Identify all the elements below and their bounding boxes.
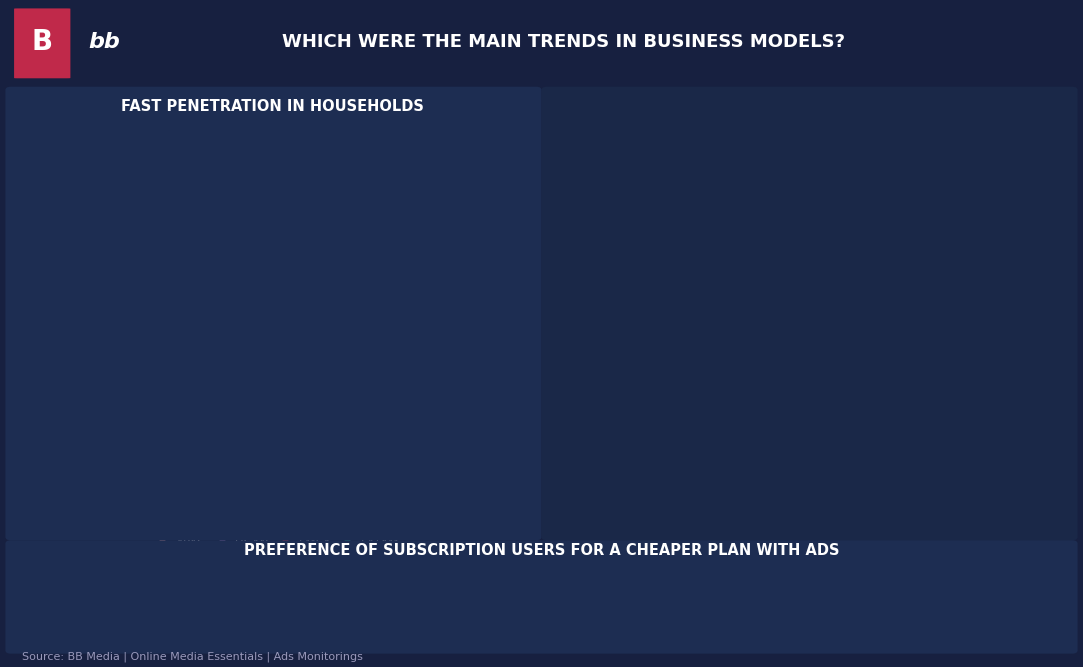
Text: 21%: 21%	[284, 386, 315, 400]
Text: 🇺🇸: 🇺🇸	[872, 263, 899, 283]
Circle shape	[585, 241, 661, 305]
FancyBboxPatch shape	[812, 227, 1067, 319]
Text: FAST PENETRATION IN HOUSEHOLDS: FAST PENETRATION IN HOUSEHOLDS	[121, 99, 425, 114]
Wedge shape	[934, 577, 981, 644]
Wedge shape	[391, 577, 451, 644]
Text: B: B	[31, 27, 53, 55]
Legend: APAC, UCAN, EMEA, LATAM: APAC, UCAN, EMEA, LATAM	[148, 532, 404, 554]
Text: 22%: 22%	[44, 378, 76, 392]
Text: 83%: 83%	[701, 355, 751, 375]
Wedge shape	[383, 577, 451, 644]
Text: WHICH WERE THE MAIN TRENDS IN BUSINESS MODELS?: WHICH WERE THE MAIN TRENDS IN BUSINESS M…	[282, 33, 845, 51]
Text: bb: bb	[89, 31, 120, 51]
Text: Source: BB Media | Online Media Essentials | Ads Monitorings: Source: BB Media | Online Media Essentia…	[22, 651, 363, 662]
Text: UCAN: UCAN	[466, 604, 510, 617]
FancyBboxPatch shape	[549, 227, 805, 319]
FancyBboxPatch shape	[14, 9, 70, 78]
Text: PREFERENCE OF SUBSCRIPTION USERS FOR A CHEAPER PLAN WITH ADS: PREFERENCE OF SUBSCRIPTION USERS FOR A C…	[244, 543, 839, 558]
Text: 79%: 79%	[963, 355, 1013, 375]
Text: 33%: 33%	[465, 327, 496, 340]
Text: 🇸🇪: 🇸🇪	[872, 449, 899, 469]
Text: 66%: 66%	[127, 602, 166, 619]
Wedge shape	[383, 577, 451, 644]
Text: 60%: 60%	[668, 602, 707, 619]
Text: 57%: 57%	[928, 602, 967, 619]
Text: 49%: 49%	[465, 155, 496, 169]
Text: FOR ON DEMAND SERVICES: FOR ON DEMAND SERVICES	[729, 155, 890, 168]
Wedge shape	[113, 577, 180, 644]
Text: 23%: 23%	[465, 370, 496, 384]
Text: 83%: 83%	[701, 263, 751, 283]
Circle shape	[585, 333, 661, 397]
Text: 77%: 77%	[701, 449, 751, 469]
Circle shape	[925, 588, 970, 632]
Text: Subscription: Subscription	[648, 191, 730, 203]
Text: 🇨🇦: 🇨🇦	[610, 355, 637, 375]
Circle shape	[665, 588, 710, 632]
Text: 31%: 31%	[44, 344, 76, 357]
Circle shape	[848, 427, 924, 491]
Text: LATAM: LATAM	[996, 604, 1048, 617]
Text: 79%: 79%	[963, 263, 1013, 283]
FancyBboxPatch shape	[549, 319, 805, 411]
Wedge shape	[914, 577, 981, 644]
Text: 🇫🇮: 🇫🇮	[872, 355, 899, 375]
Circle shape	[848, 333, 924, 397]
Text: Free with Ads: Free with Ads	[906, 191, 996, 203]
Text: 37%: 37%	[44, 255, 76, 268]
Circle shape	[585, 427, 661, 491]
Wedge shape	[668, 577, 721, 644]
Text: 44%: 44%	[44, 196, 76, 209]
Text: 47%: 47%	[284, 172, 316, 185]
Text: 30%: 30%	[284, 352, 316, 365]
Text: 🇺🇸: 🇺🇸	[610, 263, 637, 283]
Wedge shape	[914, 577, 981, 644]
FancyBboxPatch shape	[549, 413, 805, 504]
Text: COUNTRIES WITH THE HIGHEST PENETRATION: COUNTRIES WITH THE HIGHEST PENETRATION	[619, 119, 1000, 134]
Text: 33%: 33%	[284, 287, 316, 300]
Text: 34%: 34%	[465, 279, 496, 292]
Wedge shape	[654, 577, 721, 644]
Wedge shape	[118, 577, 180, 644]
Text: 🇦🇺: 🇦🇺	[610, 449, 637, 469]
Text: APAC: APAC	[736, 604, 778, 617]
Wedge shape	[654, 577, 721, 644]
Text: 64%: 64%	[397, 602, 436, 619]
Wedge shape	[113, 577, 180, 644]
Circle shape	[394, 588, 440, 632]
FancyBboxPatch shape	[812, 319, 1067, 411]
FancyBboxPatch shape	[812, 413, 1067, 504]
Text: 78%: 78%	[963, 449, 1013, 469]
Circle shape	[848, 241, 924, 305]
Text: EMEA: EMEA	[195, 604, 239, 617]
Circle shape	[123, 588, 169, 632]
